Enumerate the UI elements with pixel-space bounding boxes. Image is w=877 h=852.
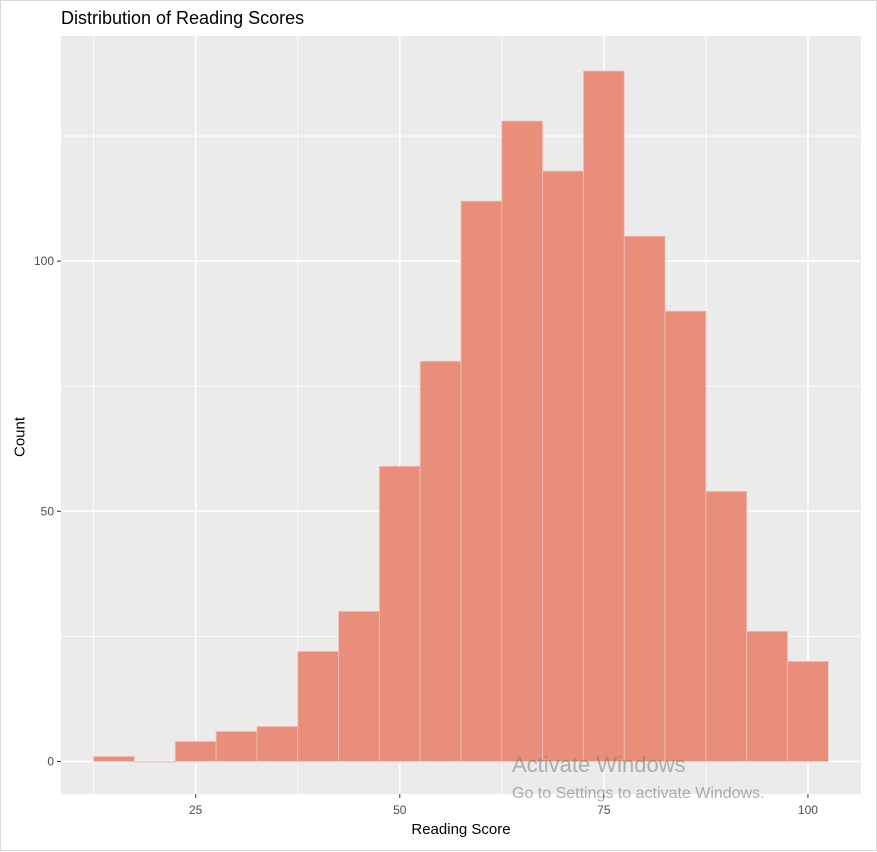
- histogram-bar: [174, 741, 217, 762]
- histogram-bar: [297, 651, 339, 762]
- histogram-bar: [664, 310, 707, 762]
- x-axis-label: Reading Score: [411, 821, 511, 838]
- x-tick-label: 100: [798, 803, 818, 817]
- y-tick-label: 50: [41, 504, 55, 518]
- histogram-bar: [583, 70, 625, 762]
- histogram-bars: [93, 70, 829, 763]
- x-tick-label: 75: [597, 803, 611, 817]
- windows-activation-title: Activate Windows: [512, 752, 686, 777]
- y-tick-label: 100: [34, 254, 54, 268]
- histogram-bar: [134, 761, 176, 763]
- chart-title: Distribution of Reading Scores: [61, 8, 305, 28]
- histogram-bar: [256, 726, 299, 762]
- histogram-bar: [501, 120, 544, 762]
- y-axis: 0 50 100: [34, 254, 61, 768]
- histogram-bar: [746, 630, 788, 762]
- histogram-bar: [338, 610, 380, 762]
- histogram-bar: [460, 200, 503, 762]
- histogram-bar: [215, 731, 258, 762]
- histogram-bar: [93, 756, 135, 762]
- y-axis-label: Count: [11, 416, 29, 458]
- histogram-bar: [378, 465, 421, 762]
- histogram-bar: [419, 360, 462, 762]
- histogram-bar: [787, 661, 829, 762]
- windows-activation-subtitle: Go to Settings to activate Windows.: [512, 785, 765, 802]
- histogram-bar: [705, 490, 748, 762]
- histogram-bar: [623, 235, 666, 762]
- histogram-bar: [542, 170, 584, 762]
- y-tick-label: 0: [47, 754, 54, 768]
- x-axis: 25 50 75 100: [189, 794, 818, 817]
- x-tick-label: 50: [393, 803, 407, 817]
- x-tick-label: 25: [189, 803, 203, 817]
